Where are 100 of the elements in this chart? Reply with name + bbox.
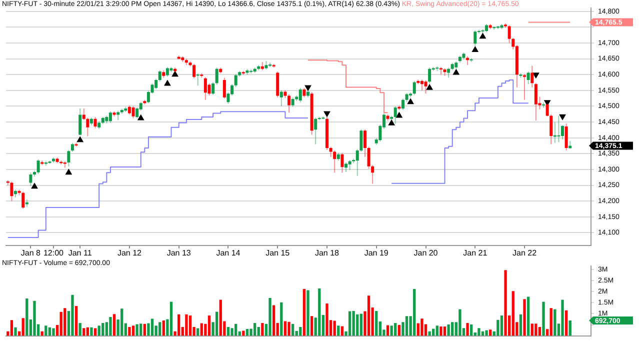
bar [10,320,14,336]
bar [140,324,142,336]
bar [230,328,234,336]
point [480,33,486,39]
bar [326,304,328,336]
bar [538,326,542,336]
bar [360,314,363,336]
bar [78,322,82,336]
bar [436,326,438,336]
bar [132,326,135,336]
bar [500,315,504,336]
bar [413,288,416,336]
bar [102,322,104,336]
bar [310,316,314,336]
bar [82,328,86,336]
point [388,120,395,126]
x-tick-label: Jan 21 [463,248,488,258]
bar [542,302,545,336]
bar [390,326,393,336]
bar [109,317,112,336]
bar [302,288,306,336]
bar [333,320,336,336]
bar [561,300,564,336]
bar [420,318,424,336]
bar [268,298,272,336]
bar [432,328,435,336]
bar [219,300,222,336]
bar [526,296,530,336]
point [532,72,540,78]
bar [443,326,446,336]
bar [306,290,310,336]
bar [504,270,507,336]
bar [478,328,480,336]
point [407,98,414,104]
x-tick-label: Jan 12 [117,248,142,258]
bar [428,331,431,336]
bar [71,294,74,336]
bar [44,326,48,336]
x-tick-label: Jan 13 [166,248,192,258]
bar [170,302,173,336]
bar [564,310,568,336]
bar [60,312,62,336]
x-tick-label: Jan 8 [20,248,42,258]
bar [86,327,89,336]
bar [352,311,355,336]
bar [74,306,78,336]
x-tick-label: Jan 22 [512,248,538,258]
bar [22,318,24,336]
bar [26,298,28,336]
bar [523,299,526,336]
bar [188,315,192,336]
bar [534,324,538,336]
x-tick-label: Jan 20 [414,248,438,258]
bar [530,324,534,336]
bar [458,309,462,336]
bar [234,324,238,336]
x-tick-label: Jan 19 [364,248,389,258]
x-tick-label: Jan 11 [68,248,92,258]
bar [226,326,230,336]
point [172,71,178,77]
bar [398,324,400,336]
bar [489,330,492,336]
x-tick-label: Jan 15 [266,248,290,258]
bar [90,327,93,336]
bar [98,326,100,336]
bar [496,320,500,336]
bar [554,309,556,336]
bar [568,320,572,336]
bar [48,327,52,336]
bar [356,314,359,336]
bar [162,320,165,336]
point [66,169,72,175]
bar [284,321,287,336]
bar [272,305,276,336]
point [472,46,478,52]
bar [120,308,124,336]
bar [158,322,162,336]
bar [348,311,352,336]
bar [337,326,340,336]
bar [242,330,245,336]
bar [375,311,378,336]
point [396,112,402,118]
point [164,80,171,86]
bar [288,322,290,336]
x-tick-label: Jan 14 [216,248,241,258]
bar [394,322,397,336]
bar [485,330,488,336]
point [426,84,433,90]
bar [150,318,154,336]
point [138,114,144,120]
bar [208,315,211,336]
bar [257,326,260,336]
bar [405,316,408,336]
bar [367,296,370,336]
bar [143,324,146,336]
point [31,183,38,189]
point [304,85,312,91]
bar [386,325,390,336]
bar [451,322,454,336]
bar [64,308,66,336]
